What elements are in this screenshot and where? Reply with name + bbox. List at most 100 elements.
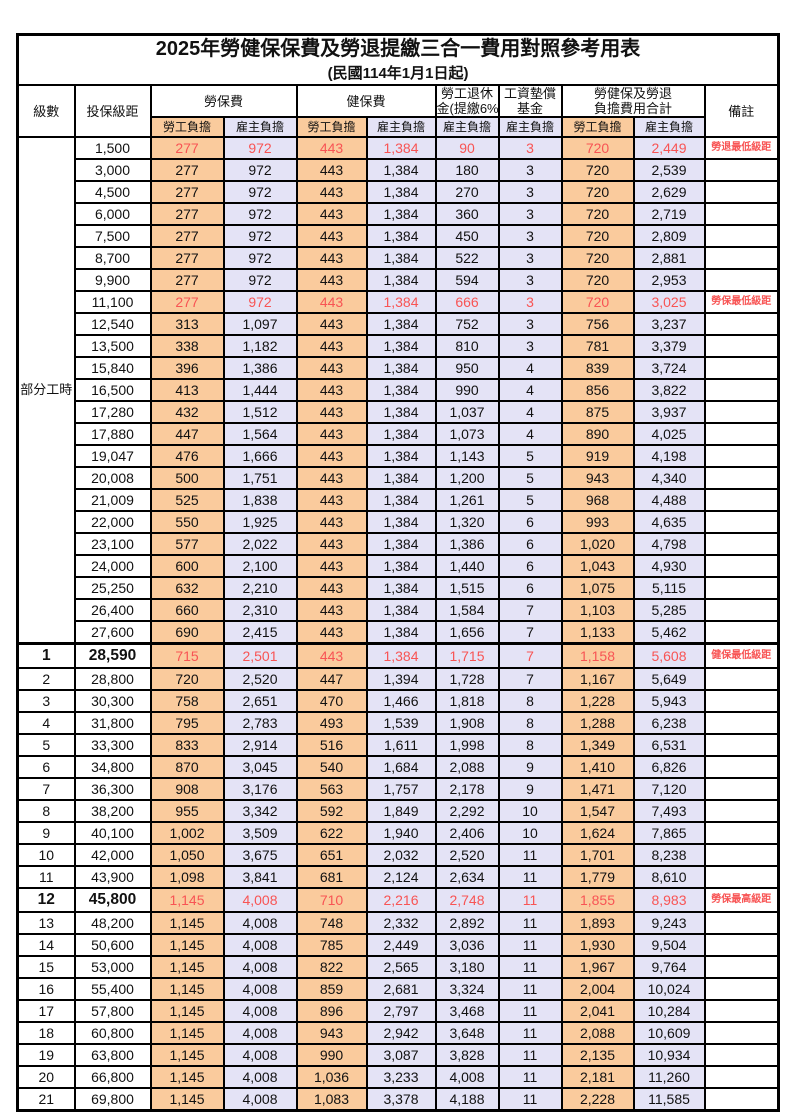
cell-wage-fund-employer: 3: [497, 224, 563, 248]
cell-total-employer: 2,809: [632, 224, 706, 248]
cell-pension-employer: 1,998: [434, 732, 500, 757]
cell-salary-bracket: 1,500: [73, 136, 152, 160]
table-row: 4 31,800 795 2,783 493 1,539 1,908 8 1,288 6,238: [16, 710, 780, 735]
cell-total-employee: 720: [560, 246, 635, 270]
cell-health-employee: 443: [295, 202, 368, 226]
table-row: 16,500 413 1,444 443 1,384 990 4 856 3,822: [18, 378, 780, 402]
cell-remark: [703, 356, 780, 380]
cell-health-employee: 443: [295, 422, 368, 446]
cell-health-employer: 1,384: [365, 466, 437, 490]
cell-health-employee: 443: [295, 466, 368, 490]
cell-health-employer: 1,384: [365, 224, 437, 248]
cell-labor-employer: 3,176: [222, 776, 298, 801]
cell-total-employer: 6,238: [632, 710, 706, 735]
cell-pension-employer: 1,715: [434, 642, 500, 669]
cell-health-employer: 1,384: [365, 334, 437, 358]
cell-health-employee: 443: [295, 620, 368, 645]
cell-health-employer: 1,384: [365, 136, 437, 160]
cell-salary-bracket: 25,250: [73, 576, 152, 600]
cell-health-employer: 1,384: [365, 400, 437, 424]
table-row: 17,880 447 1,564 443 1,384 1,073 4 890 4,025: [18, 422, 780, 446]
cell-total-employer: 4,635: [632, 510, 706, 534]
cell-health-employee: 1,036: [295, 1064, 368, 1089]
cell-total-employer: 7,865: [632, 820, 706, 845]
cell-remark: [703, 932, 780, 957]
cell-labor-employer: 972: [222, 158, 298, 182]
cell-wage-fund-employer: 8: [497, 732, 563, 757]
cell-total-employee: 1,075: [560, 576, 635, 600]
table-row: 6 34,800 870 3,045 540 1,684 2,088 9 1,410 6,826: [16, 754, 780, 779]
cell-remark: [703, 864, 780, 889]
cell-health-employee: 443: [295, 268, 368, 292]
table-row: 部分工時 1,500 277 972 443 1,384 90 3 720 2,449 勞退最低級距: [16, 136, 780, 645]
table-row: 21 69,800 1,145 4,008 1,083 3,378 4,188 11 2,228…: [16, 1086, 780, 1111]
cell-total-employee: 2,041: [560, 998, 635, 1023]
cell-health-employee: 443: [295, 510, 368, 534]
cell-salary-bracket: 19,047: [73, 444, 152, 468]
cell-health-employer: 2,681: [365, 976, 437, 1001]
table-row: 26,400 660 2,310 443 1,384 1,584 7 1,103 5,285: [18, 598, 780, 622]
cell-salary-bracket: 21,009: [73, 488, 152, 512]
cell-salary-bracket: 8,700: [73, 246, 152, 270]
cell-health-employee: 592: [295, 798, 368, 823]
cell-health-employee: 443: [295, 400, 368, 424]
cell-total-employer: 2,953: [632, 268, 706, 292]
cell-health-employer: 2,216: [365, 886, 437, 913]
cell-total-employer: 6,531: [632, 732, 706, 757]
cell-total-employee: 1,167: [560, 666, 635, 691]
cell-level: 18: [16, 1020, 76, 1045]
cell-labor-employer: 4,008: [222, 1020, 298, 1045]
cell-wage-fund-employer: 4: [497, 356, 563, 380]
cell-pension-employer: 1,515: [434, 576, 500, 600]
cell-level: 12: [16, 886, 76, 913]
cell-level: 6: [16, 754, 76, 779]
cell-total-employee: 1,158: [560, 642, 635, 669]
cell-salary-bracket: 31,800: [73, 710, 152, 735]
cell-level: 13: [16, 910, 76, 935]
cell-total-employer: 2,629: [632, 180, 706, 204]
cell-pension-employer: 594: [434, 268, 500, 292]
cell-total-employee: 993: [560, 510, 635, 534]
table-row: 25,250 632 2,210 443 1,384 1,515 6 1,075 5,115: [18, 576, 780, 600]
header-pension-line2: 金(提繳6%): [436, 101, 499, 116]
cell-salary-bracket: 27,600: [73, 620, 152, 645]
cell-labor-employee: 277: [149, 224, 225, 248]
cell-labor-employee: 955: [149, 798, 225, 823]
cell-wage-fund-employer: 3: [497, 136, 563, 160]
cell-health-employee: 443: [295, 576, 368, 600]
table-body: 部分工時 1,500 277 972 443 1,384 90 3 720 2,449 勞退最低級距…: [16, 136, 780, 1111]
cell-remark: [703, 466, 780, 490]
cell-health-employer: 2,449: [365, 932, 437, 957]
cell-labor-employer: 972: [222, 290, 298, 314]
cell-health-employee: 943: [295, 1020, 368, 1045]
table-row: 22,000 550 1,925 443 1,384 1,320 6 993 4,635: [18, 510, 780, 534]
cell-salary-bracket: 30,300: [73, 688, 152, 713]
cell-wage-fund-employer: 3: [497, 334, 563, 358]
cell-remark: [703, 1086, 780, 1111]
cell-salary-bracket: 50,600: [73, 932, 152, 957]
cell-salary-bracket: 20,008: [73, 466, 152, 490]
cell-labor-employee: 1,145: [149, 976, 225, 1001]
table-row: 19 63,800 1,145 4,008 990 3,087 3,828 11 2,135 10…: [16, 1042, 780, 1067]
cell-wage-fund-employer: 8: [497, 688, 563, 713]
cell-labor-employee: 660: [149, 598, 225, 622]
table-row: 3,000 277 972 443 1,384 180 3 720 2,539: [18, 158, 780, 182]
cell-wage-fund-employer: 11: [497, 998, 563, 1023]
cell-labor-employee: 1,145: [149, 910, 225, 935]
cell-total-employee: 1,410: [560, 754, 635, 779]
cell-labor-employee: 1,145: [149, 1086, 225, 1111]
cell-level: 15: [16, 954, 76, 979]
page-title: 2025年勞健保保費及勞退提繳三合一費用對照參考用表: [155, 38, 641, 60]
cell-health-employee: 443: [295, 290, 368, 314]
header-sub-row: 勞工負擔 雇主負擔 勞工負擔 雇主負擔 雇主負擔 雇主負擔 勞工負擔 雇主負擔: [18, 116, 779, 138]
cell-health-employee: 443: [295, 532, 368, 556]
cell-health-employer: 1,384: [365, 378, 437, 402]
header-total: 勞健保及勞退 負擔費用合計: [560, 84, 706, 118]
cell-health-employer: 1,384: [365, 268, 437, 292]
cell-wage-fund-employer: 6: [497, 576, 563, 600]
cell-labor-employer: 972: [222, 224, 298, 248]
cell-remark: [703, 666, 780, 691]
cell-health-employee: 1,083: [295, 1086, 368, 1111]
cell-health-employee: 443: [295, 554, 368, 578]
table-row: 21,009 525 1,838 443 1,384 1,261 5 968 4,488: [18, 488, 780, 512]
